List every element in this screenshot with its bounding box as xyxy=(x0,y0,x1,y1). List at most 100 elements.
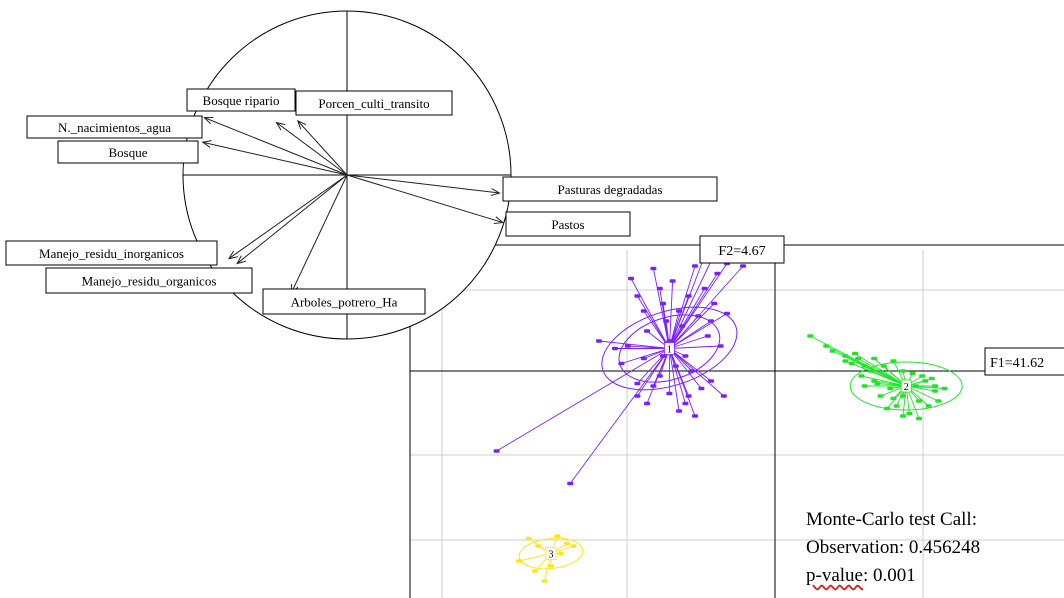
data-point xyxy=(682,354,689,358)
data-point xyxy=(922,379,929,383)
data-point xyxy=(541,579,548,583)
data-point xyxy=(861,384,868,388)
data-point xyxy=(692,264,698,268)
data-point xyxy=(612,346,618,351)
star-segment xyxy=(669,303,715,349)
data-point xyxy=(685,394,692,398)
ylabel-box xyxy=(699,235,785,264)
data-point xyxy=(807,334,814,338)
data-point xyxy=(692,414,698,418)
data-point xyxy=(900,369,906,373)
variable-label-bosque: Bosque xyxy=(57,140,199,164)
data-point xyxy=(932,384,938,388)
star-segment xyxy=(569,348,670,484)
data-point xyxy=(852,351,858,356)
data-point xyxy=(618,361,625,366)
data-point xyxy=(688,369,695,373)
group-ellipse xyxy=(518,537,584,570)
group-centroid-label: 3 xyxy=(545,547,557,561)
star-segment xyxy=(630,278,670,349)
data-point xyxy=(660,354,666,358)
data-point xyxy=(858,374,865,378)
data-point xyxy=(532,569,538,573)
data-point xyxy=(890,396,897,401)
data-point xyxy=(650,384,657,388)
svg-text:2: 2 xyxy=(904,382,909,393)
variable-label-bosque-ripario: Bosque ripario xyxy=(186,88,296,112)
data-point xyxy=(644,401,650,406)
star-segment xyxy=(668,348,686,404)
data-point xyxy=(890,359,897,363)
data-point xyxy=(628,276,634,281)
data-point xyxy=(708,319,714,323)
test-result-box: Monte-Carlo test Call: Observation: 0.45… xyxy=(806,506,1056,590)
star-segment xyxy=(621,348,670,364)
data-point xyxy=(672,364,679,368)
group-centroid-label: 2 xyxy=(900,379,912,393)
test-line-observation: Observation: 0.456248 xyxy=(806,537,981,558)
data-point xyxy=(640,356,647,361)
data-point xyxy=(701,286,708,291)
data-point xyxy=(634,394,641,398)
data-point xyxy=(624,344,631,348)
variable-arrow-pasturas-degradadas xyxy=(346,174,501,197)
data-point xyxy=(720,394,727,398)
scatter-panel: 1 2 3 F2=4.67 F1=41.62 xyxy=(409,235,1064,598)
data-point xyxy=(887,386,894,391)
data-point xyxy=(823,344,830,348)
data-point xyxy=(493,449,500,453)
star-segment xyxy=(668,255,706,349)
svg-text:N._nacimientos_agua: N._nacimientos_agua xyxy=(58,120,171,135)
data-point xyxy=(663,319,670,323)
scatter-xlabel: F1=41.62 xyxy=(990,356,1044,371)
data-point xyxy=(535,544,542,548)
svg-text:Pasturas degradadas: Pasturas degradadas xyxy=(557,182,662,197)
data-point xyxy=(848,361,855,366)
data-point xyxy=(666,339,673,343)
group-centroid-label: 1 xyxy=(664,342,675,356)
data-point xyxy=(660,301,666,306)
data-point xyxy=(676,409,682,413)
star-segment xyxy=(668,348,680,412)
data-point xyxy=(656,374,663,378)
star-segment xyxy=(669,320,712,349)
star-segment xyxy=(669,348,702,389)
data-point xyxy=(842,354,849,358)
data-point xyxy=(644,329,650,333)
data-point xyxy=(554,534,561,538)
data-point xyxy=(596,339,602,343)
star-segment xyxy=(598,340,670,349)
variable-arrow-bosque xyxy=(201,140,348,176)
star-segment xyxy=(668,260,712,349)
data-point xyxy=(564,541,570,546)
correlation-circle-panel: Bosque ripario Porcen_culti_transito N._na… xyxy=(5,10,718,340)
data-point xyxy=(829,349,836,353)
data-point xyxy=(855,356,862,361)
star-segment xyxy=(668,265,696,349)
variable-arrow-pastos xyxy=(346,174,505,224)
data-point xyxy=(669,279,676,283)
data-point xyxy=(916,399,922,403)
star-segment xyxy=(669,263,728,349)
data-point xyxy=(861,364,868,368)
svg-text:3: 3 xyxy=(549,550,554,561)
xlabel-box xyxy=(984,347,1064,376)
star-segment xyxy=(652,268,670,349)
star-segment xyxy=(669,335,708,349)
variable-label-arboles-potrero-ha: Arboles_potrero_Ha xyxy=(262,288,426,315)
data-point xyxy=(740,264,746,268)
variable-label-manejo-residu-inorganicos: Manejo_residu_inorganicos xyxy=(5,240,218,266)
data-point xyxy=(570,544,577,548)
data-point xyxy=(928,376,935,381)
data-point xyxy=(695,314,702,318)
data-point xyxy=(656,286,663,291)
data-point xyxy=(698,386,705,391)
test-line-call: Monte-Carlo test Call: xyxy=(806,509,977,530)
svg-text:Pastos: Pastos xyxy=(551,217,584,232)
data-point xyxy=(634,381,641,386)
data-point xyxy=(868,369,874,373)
data-point xyxy=(704,334,711,338)
star-segment xyxy=(669,348,712,382)
star-segment xyxy=(669,348,725,397)
group-3: 3 xyxy=(516,534,584,583)
